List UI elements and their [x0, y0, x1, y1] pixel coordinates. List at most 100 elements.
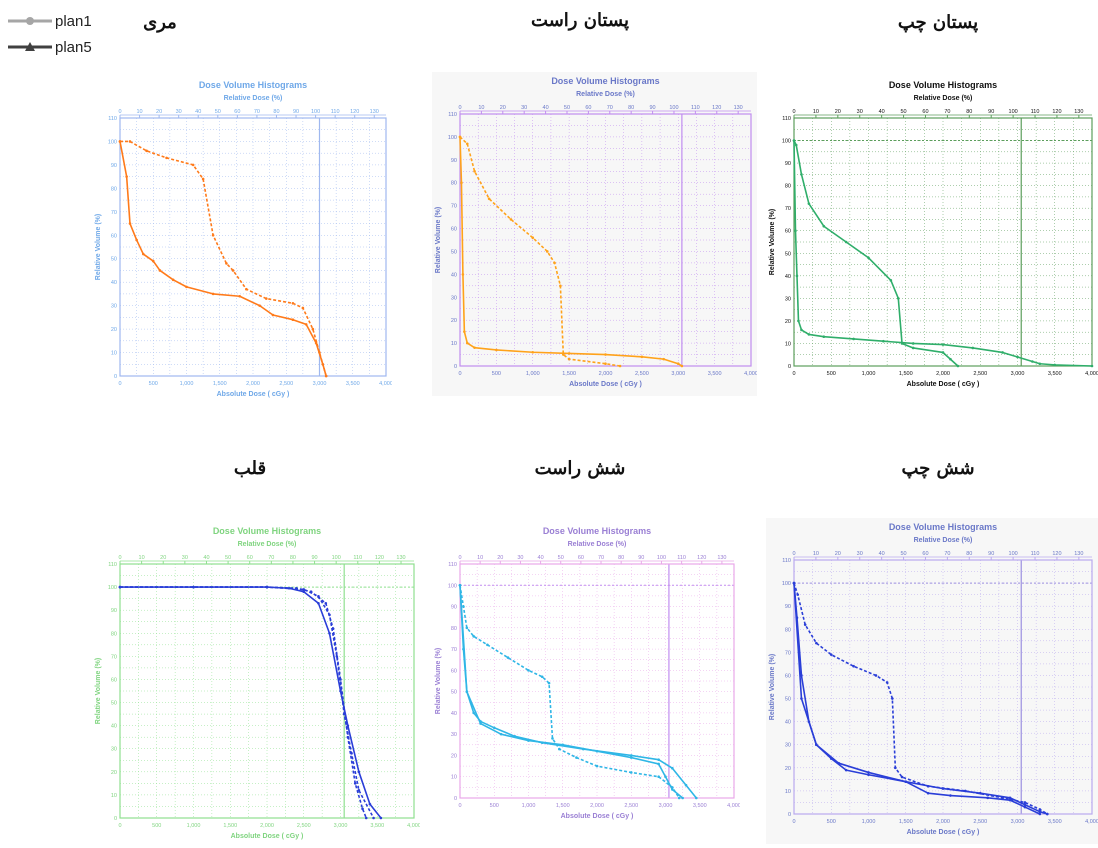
x-tick-label: 3,500 [1048, 371, 1062, 377]
y-tick-label: 70 [111, 210, 117, 216]
y-tick-label: 40 [111, 280, 117, 286]
y-tick-label: 10 [111, 351, 117, 357]
y-tick-label: 60 [785, 673, 791, 679]
dvh-point [567, 352, 571, 355]
top-tick-label: 80 [628, 105, 634, 111]
dvh-curve [120, 586, 367, 819]
x-tick-label: 3,500 [370, 823, 384, 829]
top-tick-label: 60 [578, 555, 584, 561]
panel-title: Dose Volume Histograms [213, 526, 321, 536]
top-tick-label: 120 [712, 105, 721, 111]
dvh-chart: Dose Volume Histograms Relative Dose (%) 0… [766, 518, 1098, 844]
top-tick-label: 40 [879, 551, 885, 557]
dvh-point [1008, 796, 1012, 800]
dvh-point [792, 581, 796, 585]
y-axis-label: Relative Volume (%) [95, 658, 102, 724]
y-tick-label: 50 [111, 257, 117, 263]
dvh-point [540, 675, 544, 679]
top-tick-label: 20 [500, 105, 506, 111]
top-tick-label: 130 [1074, 109, 1083, 115]
y-tick-label: 40 [451, 272, 457, 278]
top-axis-label: Relative Dose (%) [914, 95, 973, 102]
dvh-point [171, 278, 175, 282]
plot-frame [459, 113, 752, 367]
y-tick-label: 20 [785, 319, 791, 325]
top-tick-label: 100 [1009, 109, 1018, 115]
panel-title: Dose Volume Histograms [551, 76, 659, 86]
x-tick-label: 3,500 [346, 381, 360, 387]
top-tick-label: 30 [857, 109, 863, 115]
dvh-point [486, 643, 489, 647]
dvh-point [479, 722, 482, 725]
dvh-point [629, 756, 633, 759]
panel-title: Dose Volume Histograms [889, 522, 997, 532]
top-tick-label: 20 [160, 555, 166, 561]
dvh-point [604, 362, 607, 366]
y-tick-label: 90 [451, 605, 457, 611]
dvh-point [238, 294, 241, 298]
top-tick-label: 40 [879, 109, 885, 115]
dvh-point [671, 788, 674, 791]
dvh-point [458, 583, 462, 587]
dvh-point [125, 175, 128, 178]
dvh-point [949, 794, 952, 797]
dvh-point [680, 364, 684, 368]
legend-label: plan1 [55, 12, 92, 30]
dvh-point [492, 726, 496, 730]
dvh-point [807, 202, 811, 205]
top-tick-label: 10 [477, 555, 483, 561]
dvh-point [1053, 363, 1057, 367]
dvh-point [151, 259, 155, 263]
organ-title: قلب [233, 458, 267, 479]
top-tick-label: 70 [607, 105, 613, 111]
dvh-curve [120, 140, 327, 377]
y-tick-label: 80 [451, 181, 457, 187]
dvh-point [245, 287, 248, 291]
top-tick-label: 130 [734, 105, 743, 111]
y-tick-label: 30 [785, 743, 791, 749]
dvh-panel: Dose Volume Histograms Relative Dose (%) 0… [766, 518, 1098, 844]
dvh-point [302, 588, 306, 591]
top-tick-label: 100 [332, 555, 341, 561]
x-tick-label: 0 [458, 371, 461, 377]
dvh-point [372, 816, 375, 820]
x-tick-label: 1,500 [899, 371, 913, 377]
dvh-point [304, 323, 308, 326]
x-tick-label: 2,000 [599, 371, 613, 377]
dvh-point [640, 355, 644, 359]
x-tick-label: 2,500 [297, 823, 311, 829]
dvh-point [800, 697, 803, 700]
y-tick-label: 10 [451, 775, 457, 781]
x-tick-label: 0 [792, 371, 795, 377]
y-tick-label: 110 [108, 562, 117, 568]
dvh-point [311, 327, 315, 331]
dvh-point [797, 319, 800, 323]
dvh-point [361, 807, 364, 811]
top-tick-label: 80 [618, 555, 624, 561]
dvh-point [458, 135, 462, 139]
dvh-point [231, 269, 235, 272]
dvh-chart: Dose Volume Histograms Relative Dose (%) 0… [766, 76, 1098, 396]
dvh-point [291, 318, 295, 322]
y-tick-label: 70 [451, 204, 457, 210]
y-tick-label: 0 [454, 364, 457, 370]
dvh-point [956, 364, 960, 368]
dvh-point [271, 313, 275, 317]
top-tick-label: 60 [585, 105, 591, 111]
dvh-point [546, 250, 549, 253]
x-tick-label: 4,000 [727, 803, 740, 809]
top-tick-label: 30 [517, 555, 523, 561]
dvh-point [1038, 812, 1042, 816]
dvh-point [128, 222, 132, 225]
top-tick-label: 0 [458, 555, 461, 561]
plot-frame [793, 117, 1093, 367]
y-tick-label: 110 [448, 112, 457, 118]
y-tick-label: 20 [785, 766, 791, 772]
dvh-point [461, 273, 465, 276]
dvh-point [506, 656, 510, 659]
x-tick-label: 2,000 [936, 371, 950, 377]
dvh-point [301, 306, 305, 310]
dvh-point [664, 775, 667, 779]
dvh-point [657, 762, 660, 766]
x-tick-label: 3,000 [659, 803, 673, 809]
